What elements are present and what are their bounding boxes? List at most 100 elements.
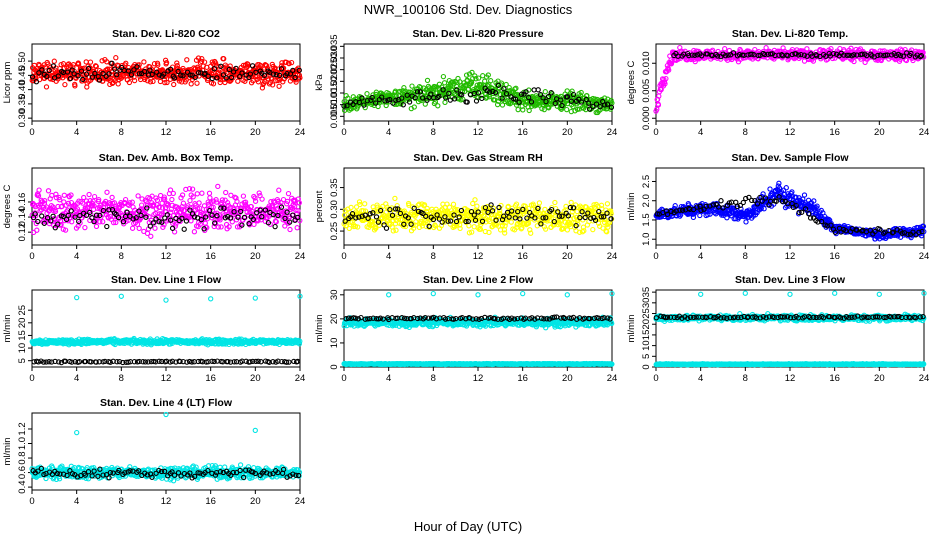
data-point xyxy=(464,99,470,105)
data-point xyxy=(159,358,165,365)
data-point xyxy=(58,221,64,228)
data-point xyxy=(692,52,698,58)
data-point xyxy=(577,214,583,221)
data-point xyxy=(773,198,779,204)
x-tick-label: 4 xyxy=(74,127,79,138)
data-point xyxy=(436,216,443,222)
data-point xyxy=(75,73,81,79)
data-point xyxy=(254,76,260,82)
data-point xyxy=(795,52,802,58)
data-points xyxy=(653,180,927,242)
data-points xyxy=(341,69,615,116)
data-point xyxy=(89,74,96,80)
data-point xyxy=(710,202,717,208)
data-point xyxy=(253,358,259,365)
data-point xyxy=(85,65,92,72)
x-tick-label: 0 xyxy=(341,127,346,138)
data-point xyxy=(689,52,695,58)
data-point xyxy=(442,214,448,220)
data-point xyxy=(55,73,61,79)
data-point xyxy=(890,229,896,236)
data-point xyxy=(800,196,806,202)
data-point xyxy=(520,206,526,213)
data-point xyxy=(515,106,521,113)
x-tick-label: 20 xyxy=(874,127,885,138)
data-point xyxy=(187,72,193,78)
data-point xyxy=(211,66,217,72)
data-point xyxy=(283,359,290,365)
data-point xyxy=(841,52,847,58)
data-point xyxy=(287,219,293,225)
data-point xyxy=(285,190,292,197)
data-point xyxy=(528,230,534,236)
data-point xyxy=(97,212,103,219)
data-point xyxy=(127,213,133,219)
data-point xyxy=(220,72,227,78)
data-point xyxy=(29,74,36,80)
data-point xyxy=(383,102,389,109)
data-point xyxy=(419,95,426,101)
data-point xyxy=(543,215,549,221)
y-tick-label: 0.30 xyxy=(17,109,28,128)
x-tick-label: 12 xyxy=(161,251,172,262)
data-point xyxy=(93,212,100,218)
data-point xyxy=(404,92,410,98)
y-tick-label: 0.000 xyxy=(641,106,652,130)
data-point xyxy=(90,198,96,204)
data-point xyxy=(502,230,508,236)
y-axis-label: percent xyxy=(314,190,325,222)
data-point xyxy=(80,200,86,206)
data-point xyxy=(144,205,150,211)
data-point xyxy=(446,90,452,97)
data-point xyxy=(501,86,507,92)
data-point xyxy=(886,227,892,234)
data-point xyxy=(479,95,485,102)
data-point xyxy=(282,215,288,222)
data-point xyxy=(270,211,276,218)
data-point xyxy=(161,71,167,77)
y-axis-label: ml/min xyxy=(2,315,13,343)
data-point xyxy=(668,208,674,215)
data-point xyxy=(62,81,68,88)
data-point xyxy=(373,214,380,220)
data-point xyxy=(854,227,860,233)
data-point xyxy=(92,63,99,69)
data-point xyxy=(365,215,371,221)
data-point xyxy=(255,79,262,85)
data-point xyxy=(60,213,66,220)
data-point xyxy=(489,208,496,214)
data-point xyxy=(364,98,370,104)
data-point xyxy=(50,63,57,69)
data-point xyxy=(597,103,603,110)
data-point xyxy=(709,47,716,53)
data-point xyxy=(513,201,520,207)
x-tick-label: 12 xyxy=(473,127,484,138)
data-point xyxy=(146,214,152,220)
data-point xyxy=(552,199,558,206)
data-point xyxy=(513,85,519,91)
data-point xyxy=(39,67,45,73)
x-tick-label: 16 xyxy=(517,373,528,384)
data-point xyxy=(141,68,148,75)
data-point xyxy=(471,212,477,218)
data-point xyxy=(373,225,379,231)
y-tick-label: 0.030 xyxy=(329,46,340,70)
data-point xyxy=(451,96,458,102)
data-point xyxy=(826,216,832,223)
data-point xyxy=(48,218,54,224)
data-point xyxy=(45,188,52,194)
data-point xyxy=(556,213,563,219)
data-point xyxy=(760,191,766,197)
data-point xyxy=(867,227,873,233)
data-point xyxy=(690,214,697,221)
data-point xyxy=(506,84,512,91)
data-point xyxy=(83,59,89,65)
data-point xyxy=(184,69,191,75)
data-point xyxy=(917,53,923,60)
data-point xyxy=(217,217,223,223)
data-point xyxy=(369,94,375,101)
data-point xyxy=(113,219,119,226)
data-point xyxy=(875,52,881,59)
data-point xyxy=(209,358,215,364)
data-point xyxy=(156,204,162,210)
